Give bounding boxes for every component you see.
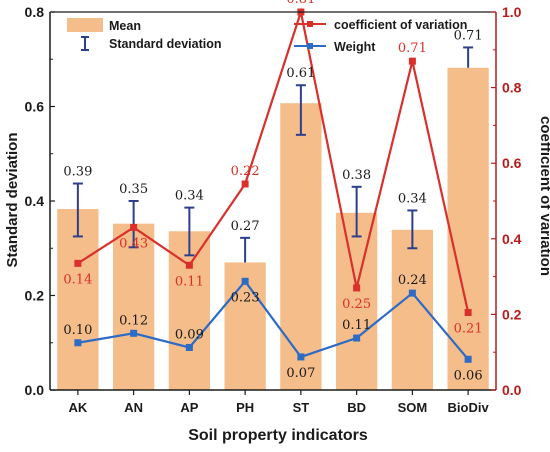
x-axis-title: Soil property indicators (188, 427, 368, 444)
legend-mean-swatch (67, 18, 103, 32)
label-cv-biodiv: 0.21 (454, 322, 483, 337)
marker-weight-bd (353, 334, 361, 342)
axes: 0.0 0.2 0.4 0.6 0.8 0.0 0.2 0.4 0.6 0.8 1.0 AK AN AP P… (25, 4, 522, 415)
marker-cv-ph (241, 180, 249, 188)
line-cv (77, 7, 470, 313)
label-weight-bd: 0.11 (342, 318, 371, 333)
bar-mean-biodiv (447, 67, 489, 390)
label-weight-st: 0.07 (286, 366, 315, 381)
cv-series (74, 7, 472, 317)
x-tick-label-st: ST (293, 400, 310, 415)
marker-weight-an (130, 329, 138, 337)
marker-cv-bd (353, 284, 361, 292)
y-tick-left-label: 0.8 (25, 4, 45, 20)
label-mean-ak: 0.39 (63, 165, 92, 180)
errorbar-biodiv (463, 46, 474, 68)
label-weight-ph: 0.23 (231, 290, 260, 305)
bar-mean-bd (335, 212, 378, 390)
marker-cv-biodiv (464, 309, 472, 317)
label-mean-ap: 0.34 (175, 189, 204, 204)
legend-weight-label: Weight (334, 40, 376, 54)
label-cv-som: 0.71 (398, 41, 427, 56)
y-tick-right-label: 0.8 (502, 80, 522, 96)
label-weight-som: 0.24 (398, 273, 427, 288)
x-tick-label-bd: BD (347, 400, 366, 415)
x-tick-label-ap: AP (180, 400, 198, 415)
y-axis-title-left: Standard deviation (4, 132, 21, 267)
label-mean-som: 0.34 (398, 191, 427, 206)
y-tick-right-label: 1.0 (502, 4, 522, 20)
mean-bars (57, 67, 489, 390)
label-mean-ph: 0.27 (231, 219, 260, 234)
label-cv-bd: 0.25 (342, 297, 371, 312)
marker-weight-st (297, 353, 305, 361)
x-tick-label-ph: PH (236, 400, 254, 415)
label-mean-an: 0.35 (119, 182, 148, 197)
line-weight (77, 279, 469, 360)
y-tick-left-label: 0.6 (25, 99, 45, 115)
label-weight-ap: 0.09 (175, 327, 204, 342)
y-tick-right-label: 0.2 (502, 306, 522, 322)
legend-weight-swatch (294, 43, 326, 49)
label-cv-ak: 0.14 (63, 272, 92, 287)
label-cv-ph: 0.22 (231, 164, 260, 179)
legend-std-swatch (81, 36, 89, 51)
errorbar-ph (240, 236, 251, 263)
legend-cv-swatch (294, 21, 326, 27)
y-tick-left-label: 0.4 (25, 193, 45, 209)
legend: Mean Standard deviation coefficient of v… (67, 18, 467, 54)
marker-weight-ap (185, 343, 193, 351)
errorbar-bd (351, 185, 362, 238)
label-weight-biodiv: 0.06 (454, 368, 483, 383)
label-mean-bd: 0.38 (342, 168, 371, 183)
label-cv-st: 0.81 (286, 0, 315, 7)
marker-cv-ap (185, 261, 193, 269)
y-tick-right-label: 0.4 (502, 231, 522, 247)
legend-std-label: Standard deviation (109, 37, 222, 51)
label-mean-biodiv: 0.71 (454, 28, 483, 43)
marker-weight-ph (241, 277, 249, 285)
label-weight-ak: 0.10 (63, 323, 92, 338)
marker-weight-ak (74, 339, 82, 347)
marker-cv-som (408, 57, 416, 65)
marker-cv-an (130, 223, 138, 231)
y-tick-left-label: 0.0 (25, 382, 45, 398)
x-tick-label-som: SOM (398, 400, 428, 415)
errorbar-ak (72, 182, 83, 238)
marker-weight-biodiv (464, 355, 472, 363)
y-tick-left-label: 0.2 (25, 288, 45, 304)
legend-mean-label: Mean (109, 19, 141, 33)
bar-mean-st (280, 103, 322, 390)
bar-mean-ak (57, 209, 99, 390)
label-weight-an: 0.12 (119, 313, 148, 328)
y-tick-right-label: 0.6 (502, 155, 522, 171)
bar-mean-ap (168, 231, 211, 390)
bar-mean-an (112, 223, 155, 390)
y-tick-right-label: 0.0 (502, 382, 522, 398)
data-labels: 0.39 0.35 0.34 0.27 0.61 0.38 0.34 0.71 0.14 0.43… (63, 0, 482, 383)
label-mean-st: 0.61 (286, 66, 315, 81)
weight-series (74, 277, 472, 363)
x-tick-label-ak: AK (68, 400, 87, 415)
label-cv-ap: 0.11 (175, 274, 204, 289)
error-bars (72, 46, 474, 263)
x-tick-label-biodiv: BioDiv (448, 400, 490, 415)
marker-cv-ak (74, 259, 82, 267)
errorbar-st (295, 84, 306, 136)
errorbar-ap (184, 206, 195, 257)
errorbar-som (407, 209, 418, 250)
x-tick-label-an: AN (124, 400, 143, 415)
label-cv-an: 0.43 (119, 236, 148, 251)
y-axis-title-right: coefficient of variation (537, 116, 550, 276)
marker-weight-som (408, 289, 416, 297)
legend-cv-label: coefficient of variation (334, 18, 467, 32)
